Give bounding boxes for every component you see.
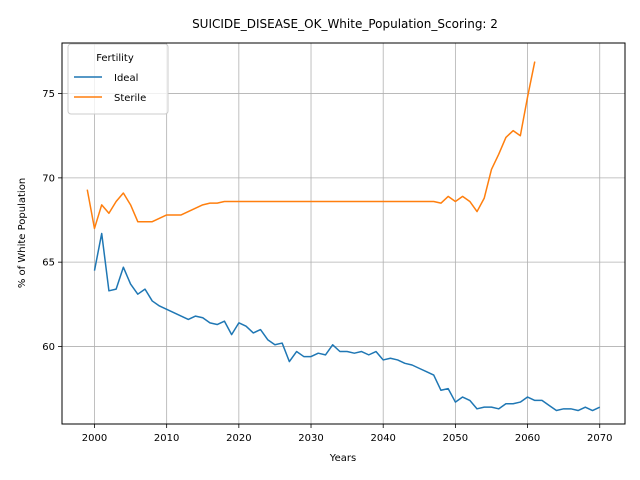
y-axis-label: % of White Population — [17, 178, 28, 288]
x-tick-label: 2060 — [515, 433, 540, 444]
y-tick-label: 70 — [42, 173, 55, 184]
legend-label-ideal: Ideal — [114, 73, 138, 84]
axis-ticks: 2000 2010 2020 2030 2040 2050 2060 2070 60 65 70 75 — [42, 89, 612, 444]
legend-title: Fertility — [96, 53, 134, 64]
y-tick-label: 60 — [42, 342, 55, 353]
x-tick-label: 2070 — [587, 433, 612, 444]
plot-lines — [86, 61, 601, 412]
x-tick-label: 2050 — [443, 433, 468, 444]
series-line-sterile — [86, 61, 536, 230]
legend-label-sterile: Sterile — [114, 93, 146, 104]
chart-title: SUICIDE_DISEASE_OK_White_Population_Scor… — [192, 17, 498, 31]
x-axis-label: Years — [329, 453, 356, 464]
x-tick-label: 2040 — [370, 433, 395, 444]
y-tick-label: 65 — [42, 258, 55, 269]
legend: Fertility Ideal Sterile — [67, 43, 169, 115]
series-line-ideal — [93, 232, 601, 412]
y-tick-label: 75 — [42, 89, 55, 100]
x-tick-label: 2020 — [226, 433, 251, 444]
x-tick-label: 2010 — [154, 433, 179, 444]
plot-frame — [61, 42, 626, 425]
x-tick-label: 2000 — [82, 433, 107, 444]
grid — [62, 43, 625, 424]
x-tick-label: 2030 — [298, 433, 323, 444]
